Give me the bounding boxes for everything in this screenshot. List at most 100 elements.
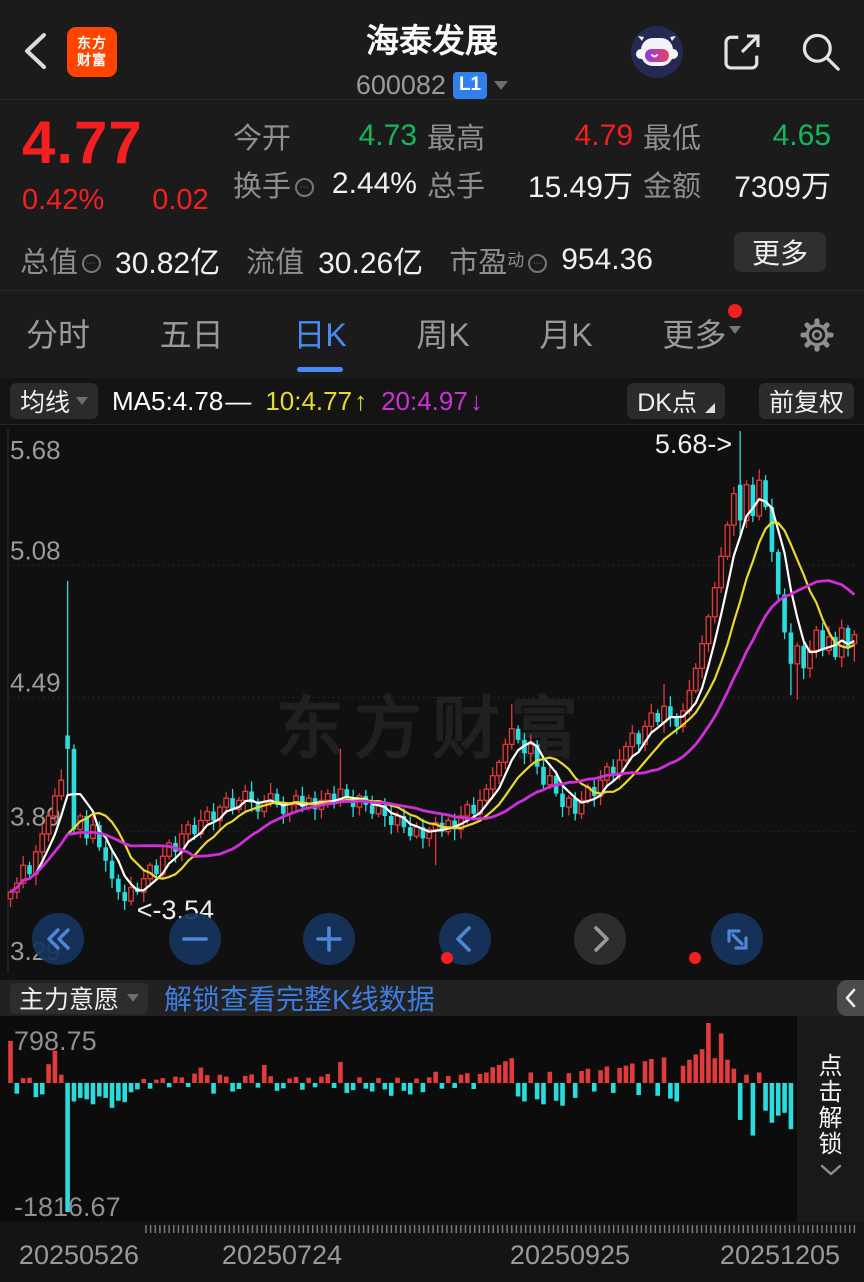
change-percent: 0.42% [22,184,105,216]
unlock-char: 解 [818,1105,843,1132]
label-open: 今开 [233,123,292,155]
value-float-cap: 30.26亿 [318,247,424,280]
title-block: 海泰发展 600082 L1 [252,14,612,101]
watermark: 东方财富 [275,691,589,767]
pan-right-button[interactable] [574,913,626,965]
ma20-readout: 20:4.97 ↓ [381,385,483,416]
stock-code-row[interactable]: 600082 L1 [252,70,612,101]
ma-selector-label: 均线 [20,389,71,417]
forward-adjust-button[interactable]: 前复权 [758,383,854,419]
svg-text:5.08: 5.08 [10,535,61,565]
ma10-readout: 10:4.77 ↑ [265,385,368,416]
change-row: 0.42% 0.02 [22,184,222,217]
tab-daily-k[interactable]: 日K [293,310,346,360]
indicator-selector-label: 主力意愿 [19,986,120,1014]
ma5-readout: MA5:4.78— [112,385,252,416]
caret-down-icon [127,994,140,1002]
notification-dot [689,952,701,964]
more-button[interactable]: 更多 [734,232,826,272]
svg-text:4.49: 4.49 [10,667,61,697]
info-icon[interactable]: ⋯ [82,253,102,273]
tab-weekly-k[interactable]: 周K [416,316,470,353]
eastmoney-logo[interactable]: 东方 财富 [67,27,117,77]
logo-line2: 财富 [77,52,107,68]
double-chevron-left-icon [47,928,70,950]
unlock-char: 击 [818,1079,843,1106]
notification-dot [728,303,743,318]
time-ruler[interactable] [0,1222,864,1236]
tab-five-day[interactable]: 五日 [159,316,224,353]
share-button[interactable] [715,25,769,79]
rewind-button[interactable] [32,913,84,965]
zoom-out-button[interactable] [169,913,221,965]
svg-text:5.68: 5.68 [10,435,61,465]
caret-down-icon [729,325,742,334]
current-price: 4.77 [22,109,143,176]
quote-panel: 4.77 0.42% 0.02 今开 4.73 最高 4.79 最低 4.65 换手 … [0,100,864,290]
volume-max-label: 798.75 [14,1026,97,1056]
indicator-bar: 主力意愿 解锁查看完整K线数据 [0,980,864,1016]
value-open: 4.73 [358,119,417,152]
x-axis-date-label: 20250925 [509,1240,631,1270]
assistant-robot-avatar[interactable] [630,25,684,79]
expand-icon [727,929,748,950]
x-axis-date-label: 20250526 [18,1240,140,1270]
tab-more[interactable]: 更多 [662,303,743,360]
tab-minute[interactable]: 分时 [26,316,91,353]
chevron-right-icon [594,926,609,952]
fullscreen-button[interactable] [711,913,763,965]
label-turnover: 换手 [233,171,292,203]
volume-pane: 798.75 -1816.67 点 击 解 锁 [0,1016,864,1222]
value-volume: 15.49万 [527,171,633,204]
unlock-strip[interactable]: 点 击 解 锁 [797,1016,864,1222]
level-badge: L1 [452,72,488,99]
collapse-handle[interactable] [837,980,864,1016]
notification-dot [441,952,453,964]
unlock-kline-link[interactable]: 解锁查看完整K线数据 [164,984,435,1015]
unlock-char: 锁 [818,1131,843,1158]
label-high: 最高 [427,123,486,155]
quote-row-1: 今开 4.73 最高 4.79 最低 4.65 [233,112,851,160]
quote-row-2: 换手 ⋯ 2.44% 总手 15.49万 金额 7309万 [233,160,851,208]
search-icon [802,33,840,71]
info-icon[interactable]: ⋯ [295,177,315,197]
info-icon[interactable]: ⋯ [528,253,548,273]
tab-more-label: 更多 [662,316,727,353]
tab-monthly-k[interactable]: 月K [539,316,593,353]
zoom-in-button[interactable] [303,913,355,965]
ma-selector[interactable]: 均线 [10,383,99,419]
back-button[interactable] [18,30,54,72]
label-market-cap: 总值 [20,247,79,279]
corner-triangle-icon [704,403,715,413]
value-market-cap: 30.82亿 [115,247,221,280]
candlestick-canvas[interactable]: 5.685.084.493.893.295.68-><-3.54 [0,425,864,981]
value-turnover: 2.44% [331,167,417,200]
chevron-down-icon [820,1164,841,1176]
quote-row-3: 总值 ⋯ 30.82亿 流值 30.26亿 市盈 动 ⋯ 954.36 更多 [20,232,844,282]
page-title: 海泰发展 [366,22,498,59]
volume-min-label: -1816.67 [14,1192,121,1222]
gear-icon[interactable] [796,314,838,356]
x-axis-date-label: 20251205 [719,1240,841,1270]
chevron-left-icon [456,926,471,952]
pe-dynamic-sup: 动 [507,250,525,270]
robot-icon [631,26,683,78]
chevron-left-icon [845,988,855,1008]
value-high: 4.79 [574,119,633,152]
label-low: 最低 [643,123,702,155]
value-low: 4.65 [772,119,831,152]
svg-text:5.68->: 5.68-> [655,429,732,459]
search-button[interactable] [794,25,848,79]
dk-point-button[interactable]: DK点 [627,383,725,419]
indicator-selector[interactable]: 主力意愿 [10,982,149,1014]
x-axis-labels: 20250526 20250724 20250925 20251205 [0,1236,864,1282]
plus-icon [316,926,342,952]
kline-chart[interactable]: 东方财富 5.685.084.493.893.295.68-><-3.54 [0,424,864,980]
volume-canvas [8,1023,794,1212]
logo-line1: 东方 [77,35,107,51]
value-amount: 7309万 [734,171,831,204]
share-icon [724,34,760,70]
label-pe-ratio: 市盈 [449,247,508,279]
label-volume: 总手 [427,171,486,203]
